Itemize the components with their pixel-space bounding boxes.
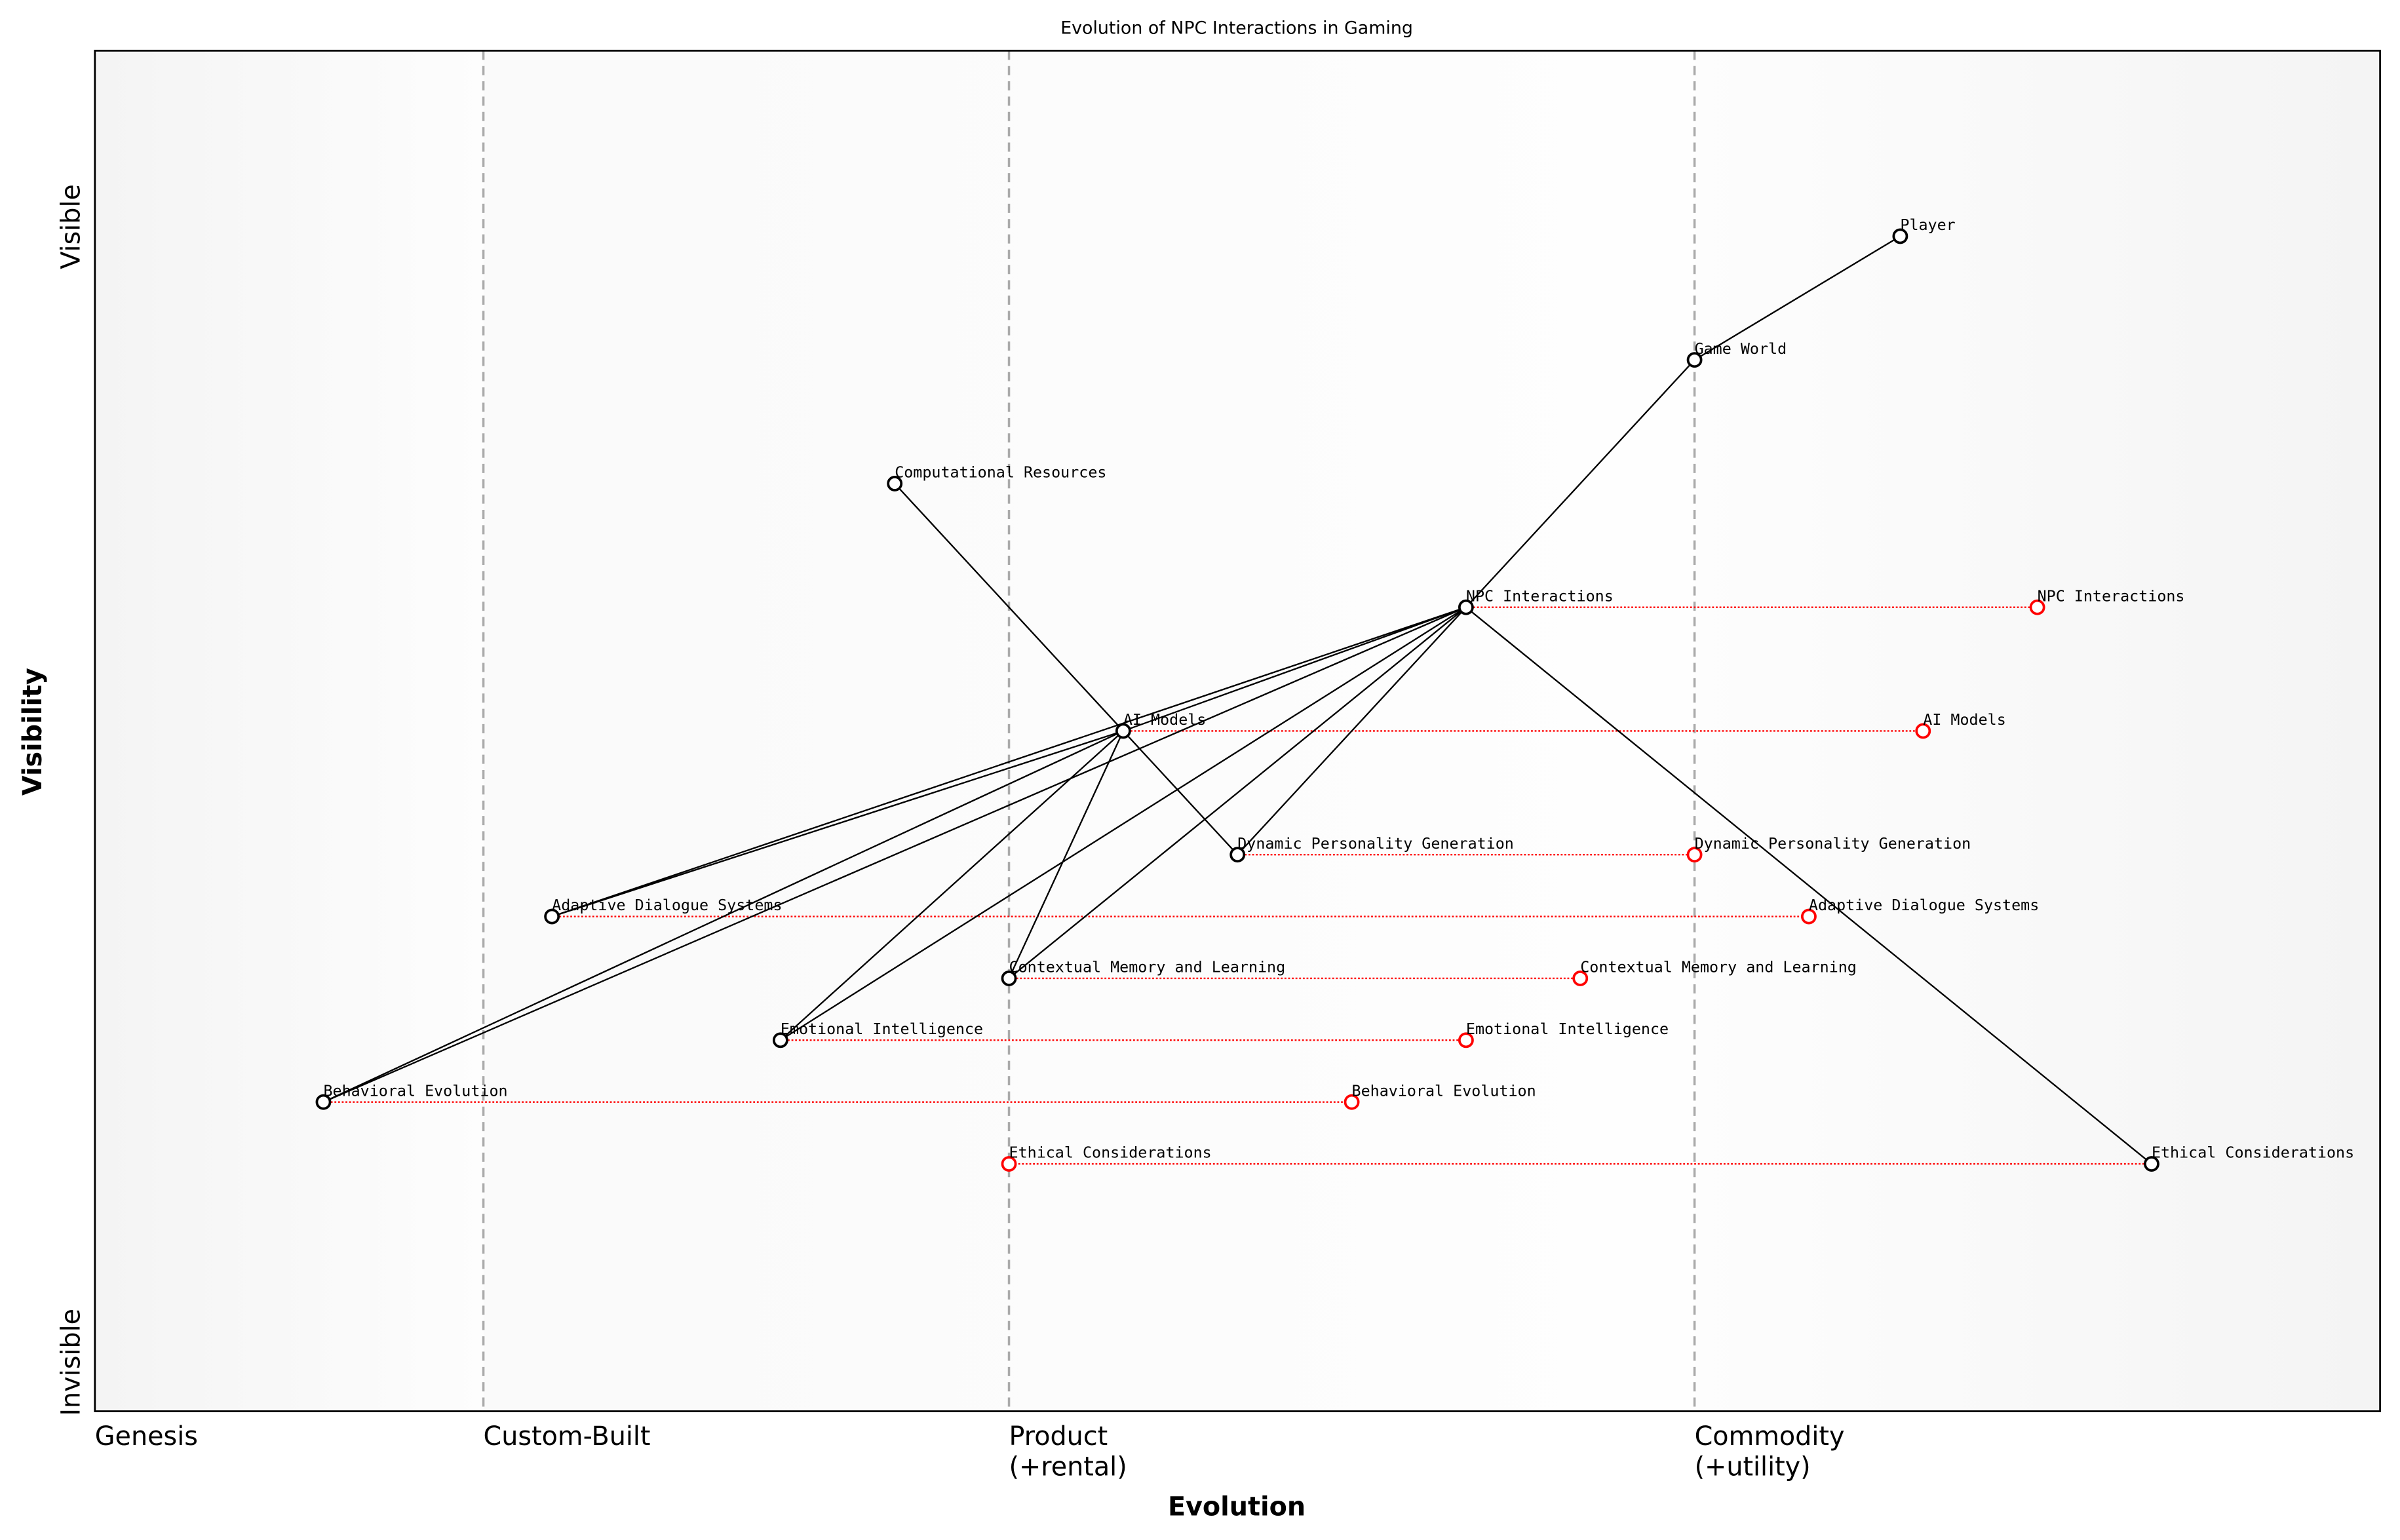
chart-title: Evolution of NPC Interactions in Gaming bbox=[1060, 18, 1413, 39]
component-label: Emotional Intelligence bbox=[781, 1020, 983, 1038]
stage-label: Custom-Built bbox=[484, 1421, 651, 1452]
component-marker bbox=[1001, 971, 1017, 986]
component-label: Dynamic Personality Generation bbox=[1237, 834, 1514, 853]
evolved-component-label: Contextual Memory and Learning bbox=[1580, 958, 1857, 976]
stage-label-line: Commodity bbox=[1695, 1421, 1845, 1452]
genesis-band bbox=[94, 50, 484, 1412]
component-label: Player bbox=[1900, 216, 1955, 234]
stage-label: Genesis bbox=[95, 1421, 198, 1452]
y-tick-visible: Visible bbox=[56, 184, 86, 269]
dependency-link bbox=[1008, 730, 1124, 979]
dependency-link bbox=[780, 730, 1124, 1041]
stage-label-line: Custom-Built bbox=[484, 1421, 651, 1452]
evolved-component-marker bbox=[1915, 723, 1931, 739]
component-label: NPC Interactions bbox=[1466, 587, 1614, 605]
components: NPC Interactions AI Models Dynamic Persona… bbox=[315, 216, 2354, 1172]
evolved-component-label: Ethical Considerations bbox=[1009, 1144, 1212, 1162]
component-marker bbox=[887, 476, 903, 491]
evolved-component-marker bbox=[1001, 1156, 1017, 1172]
dependency-link bbox=[551, 730, 1124, 917]
component-marker bbox=[1229, 847, 1246, 863]
evolved-component-marker bbox=[2029, 599, 2045, 615]
evolved-component-label: Behavioral Evolution bbox=[1352, 1081, 1536, 1100]
stage-label-line: Genesis bbox=[95, 1421, 198, 1452]
dependency-link bbox=[894, 483, 1124, 732]
y-tick-invisible: Invisible bbox=[56, 1309, 86, 1416]
stage-labels: Genesis Custom-Built Product (+rental) Commo… bbox=[95, 1421, 1845, 1482]
component-marker bbox=[1892, 228, 1908, 244]
dependency-links bbox=[322, 235, 2152, 1165]
component-label: Ethical Considerations bbox=[2152, 1144, 2354, 1162]
component-marker bbox=[1458, 599, 1474, 615]
y-axis-label: Visibility bbox=[18, 668, 48, 796]
dependency-link bbox=[1694, 235, 1901, 361]
component-label: Computational Resources bbox=[895, 463, 1106, 482]
stage-dividers bbox=[482, 50, 1696, 1412]
dependency-link bbox=[1123, 730, 1239, 855]
evolved-component-label: Dynamic Personality Generation bbox=[1695, 834, 1971, 853]
component-marker bbox=[772, 1032, 788, 1049]
dependency-link bbox=[1465, 359, 1695, 608]
evolved-component-label: Adaptive Dialogue Systems bbox=[1809, 896, 2039, 914]
evolved-component-label: NPC Interactions bbox=[2038, 587, 2185, 605]
component-marker bbox=[1115, 723, 1131, 739]
stage-label-line: (+utility) bbox=[1695, 1452, 1811, 1482]
evolved-component-marker bbox=[1344, 1094, 1360, 1110]
component-label: Game World bbox=[1695, 339, 1787, 358]
x-axis-label: Evolution bbox=[1168, 1492, 1306, 1522]
component-marker bbox=[315, 1094, 332, 1110]
plot-frame bbox=[94, 49, 2382, 1412]
dependency-link bbox=[1465, 606, 2152, 1165]
stage-label: Commodity (+utility) bbox=[1695, 1421, 1845, 1482]
dependency-link bbox=[1123, 606, 1467, 732]
custom-product-band bbox=[483, 50, 1695, 1412]
dependency-link bbox=[322, 730, 1124, 1103]
dependency-link bbox=[1237, 606, 1467, 855]
evolved-component-marker bbox=[1686, 847, 1703, 863]
plot-background bbox=[94, 50, 2380, 1412]
component-label: Adaptive Dialogue Systems bbox=[552, 896, 782, 914]
commodity-band bbox=[1694, 50, 2380, 1412]
component-marker bbox=[1686, 352, 1703, 368]
stage-label-line: Product bbox=[1009, 1421, 1108, 1452]
stage-label-line: (+rental) bbox=[1009, 1452, 1127, 1482]
stage-label: Product (+rental) bbox=[1009, 1421, 1127, 1482]
component-marker bbox=[544, 908, 560, 925]
dependency-link bbox=[780, 606, 1467, 1041]
evolved-component-label: AI Models bbox=[1923, 710, 2006, 729]
evolved-component-label: Emotional Intelligence bbox=[1466, 1020, 1669, 1038]
component-label: Behavioral Evolution bbox=[323, 1081, 507, 1100]
evolved-component-marker bbox=[1572, 971, 1589, 986]
evolved-component-marker bbox=[1458, 1032, 1474, 1049]
dependency-link bbox=[551, 606, 1467, 917]
component-label: AI Models bbox=[1123, 710, 1206, 729]
evolution-lines bbox=[323, 606, 2152, 1165]
dependency-link bbox=[323, 606, 1467, 1103]
dependency-link bbox=[1008, 606, 1467, 979]
evolved-component-marker bbox=[1801, 908, 1817, 925]
component-marker bbox=[2144, 1156, 2159, 1172]
component-label: Contextual Memory and Learning bbox=[1009, 958, 1286, 976]
